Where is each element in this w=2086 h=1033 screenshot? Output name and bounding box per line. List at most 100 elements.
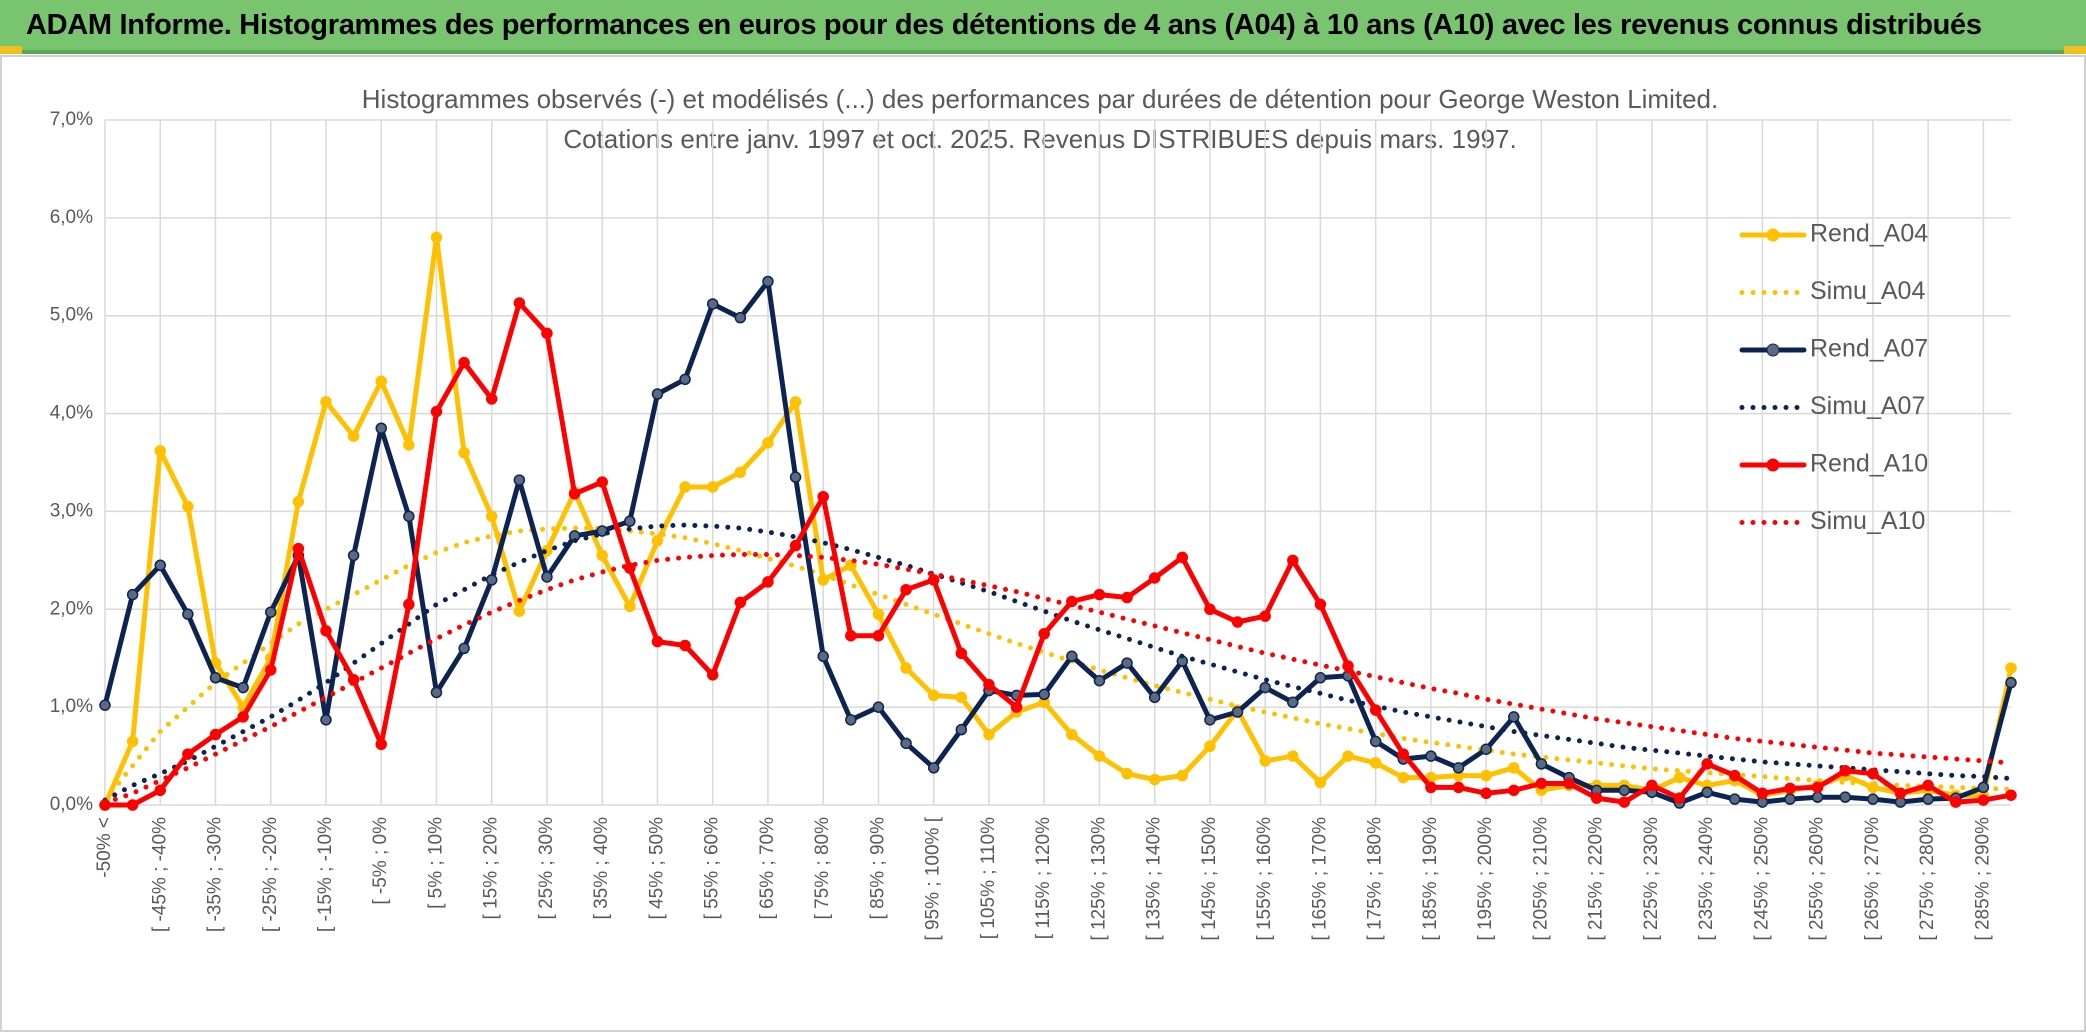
x-tick-label: [ 215% ; 220% <box>1586 817 1607 941</box>
data-point <box>872 701 885 713</box>
legend-marker <box>1766 228 1780 242</box>
data-point <box>789 539 802 552</box>
data-point <box>1010 701 1023 713</box>
data-point <box>1618 784 1631 797</box>
data-point <box>1093 588 1106 601</box>
x-tick-label: [ 5% ; 10% <box>425 817 446 909</box>
series-line <box>102 552 2014 806</box>
x-tick-label: [ 285% ; 290% <box>1972 817 1993 941</box>
data-point <box>1839 765 1852 777</box>
data-point <box>1204 714 1216 726</box>
data-point <box>1867 793 1879 805</box>
data-point <box>679 481 691 493</box>
data-point <box>1480 743 1492 755</box>
x-tick-label: [ 255% ; 260% <box>1807 817 1828 941</box>
data-point <box>762 437 774 449</box>
data-point <box>1508 784 1520 797</box>
data-point <box>403 439 415 451</box>
data-point <box>651 388 664 400</box>
data-point <box>182 500 194 513</box>
data-point <box>734 466 747 479</box>
data-point <box>1176 551 1189 564</box>
x-tick-label: [ 25% ; 30% <box>536 817 557 920</box>
data-point <box>1618 796 1631 808</box>
data-point <box>1287 750 1299 762</box>
data-point <box>513 605 526 617</box>
series-line <box>102 300 2014 808</box>
x-tick-label: [ 165% ; 170% <box>1309 817 1330 941</box>
data-point <box>320 714 332 726</box>
data-point <box>1425 750 1437 762</box>
data-point <box>1673 771 1686 784</box>
data-point <box>1093 674 1106 687</box>
data-point <box>900 583 912 596</box>
data-point <box>1204 603 1216 616</box>
data-point <box>1480 787 1492 800</box>
data-point <box>1397 748 1410 760</box>
data-point <box>237 711 249 723</box>
legend-label: Rend_A10 <box>1810 450 1928 478</box>
data-point <box>1369 735 1382 748</box>
data-point <box>1701 758 1713 770</box>
data-point <box>1590 792 1603 804</box>
legend-label: Rend_A07 <box>1810 335 1928 363</box>
data-point <box>513 297 526 309</box>
x-tick-label: [ 275% ; 280% <box>1917 817 1938 941</box>
y-tick-label: 2,0% <box>50 598 93 619</box>
data-point <box>292 542 305 555</box>
y-tick-label: 7,0% <box>50 109 93 130</box>
data-point <box>126 588 139 601</box>
data-point <box>2005 789 2017 801</box>
data-point <box>1038 688 1050 701</box>
x-tick-label: [ 65% ; 70% <box>757 817 778 920</box>
x-tick-label: [ 175% ; 180% <box>1365 817 1386 941</box>
data-point <box>1176 769 1189 782</box>
y-tick-label: 4,0% <box>50 403 93 424</box>
data-point <box>1729 769 1741 782</box>
data-point <box>1452 762 1465 774</box>
y-tick-label: 1,0% <box>50 696 93 717</box>
data-point <box>1563 777 1575 790</box>
data-point <box>706 481 719 493</box>
x-tick-label: [ 195% ; 200% <box>1475 817 1496 941</box>
data-point <box>375 375 387 388</box>
x-tick-label: [ -5% ; 0% <box>370 817 391 905</box>
y-tick-label: 5,0% <box>50 305 93 326</box>
data-point <box>596 549 608 562</box>
data-point <box>2005 662 2017 674</box>
series-line <box>102 279 2014 806</box>
data-point <box>651 535 664 547</box>
data-point <box>347 549 360 562</box>
data-point <box>1314 598 1327 611</box>
x-tick-label: [ -35% ; -30% <box>205 817 226 932</box>
data-point <box>1342 750 1354 762</box>
data-point <box>347 430 360 442</box>
data-point <box>126 735 139 748</box>
y-tick-label: 0,0% <box>50 794 93 815</box>
legend-marker <box>1766 343 1780 357</box>
data-point <box>403 598 415 611</box>
data-point <box>458 356 470 369</box>
data-point <box>1839 791 1852 803</box>
data-point <box>403 510 415 523</box>
data-point <box>237 681 249 694</box>
data-point <box>817 491 829 503</box>
data-point <box>292 495 305 508</box>
data-point <box>485 510 498 523</box>
x-tick-label: [ 105% ; 110% <box>978 817 999 939</box>
y-tick-label: 6,0% <box>50 207 93 228</box>
data-point <box>375 422 387 434</box>
data-point <box>1287 554 1299 567</box>
data-point <box>1508 711 1520 723</box>
data-point <box>154 445 166 457</box>
x-tick-label: [ 135% ; 140% <box>1144 817 1165 941</box>
data-point <box>209 728 222 741</box>
header: ADAM Informe. Histogrammes des performan… <box>0 0 2086 54</box>
data-point <box>1894 787 1907 800</box>
data-point <box>1425 781 1437 794</box>
legend-marker <box>1766 458 1780 472</box>
data-point <box>1066 728 1078 741</box>
legend-label: Simu_A07 <box>1810 392 1925 420</box>
data-point <box>1369 704 1382 716</box>
